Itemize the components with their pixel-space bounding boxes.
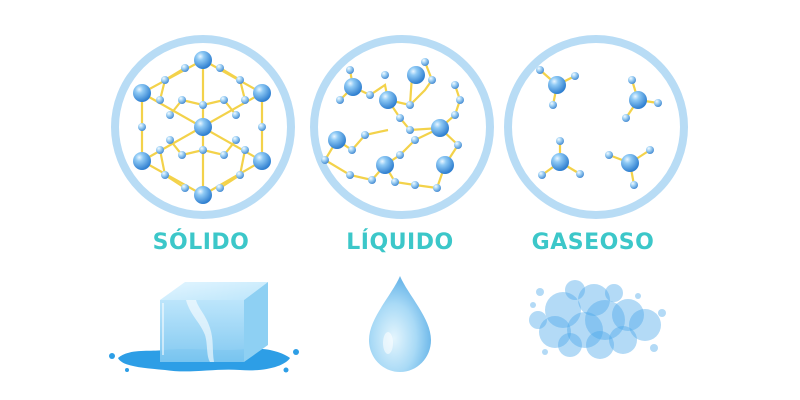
gas-molecule bbox=[538, 137, 584, 179]
vapor-cloud-icon bbox=[529, 280, 666, 359]
liquid-label: LÍQUIDO bbox=[346, 230, 454, 255]
gas-molecule bbox=[605, 146, 654, 189]
gas-molecule bbox=[622, 76, 662, 122]
liquid-atoms bbox=[321, 58, 464, 192]
gas-molecules bbox=[536, 66, 662, 189]
gas-molecule bbox=[536, 66, 579, 109]
liquid-panel-ring bbox=[310, 35, 494, 219]
gas-label: GASEOSO bbox=[531, 230, 655, 255]
solid-atoms bbox=[133, 51, 271, 204]
solid-label: SÓLIDO bbox=[152, 230, 250, 255]
ice-cube-icon bbox=[109, 282, 299, 373]
gas-panel-ring bbox=[504, 35, 688, 219]
water-drop-icon bbox=[369, 276, 431, 372]
